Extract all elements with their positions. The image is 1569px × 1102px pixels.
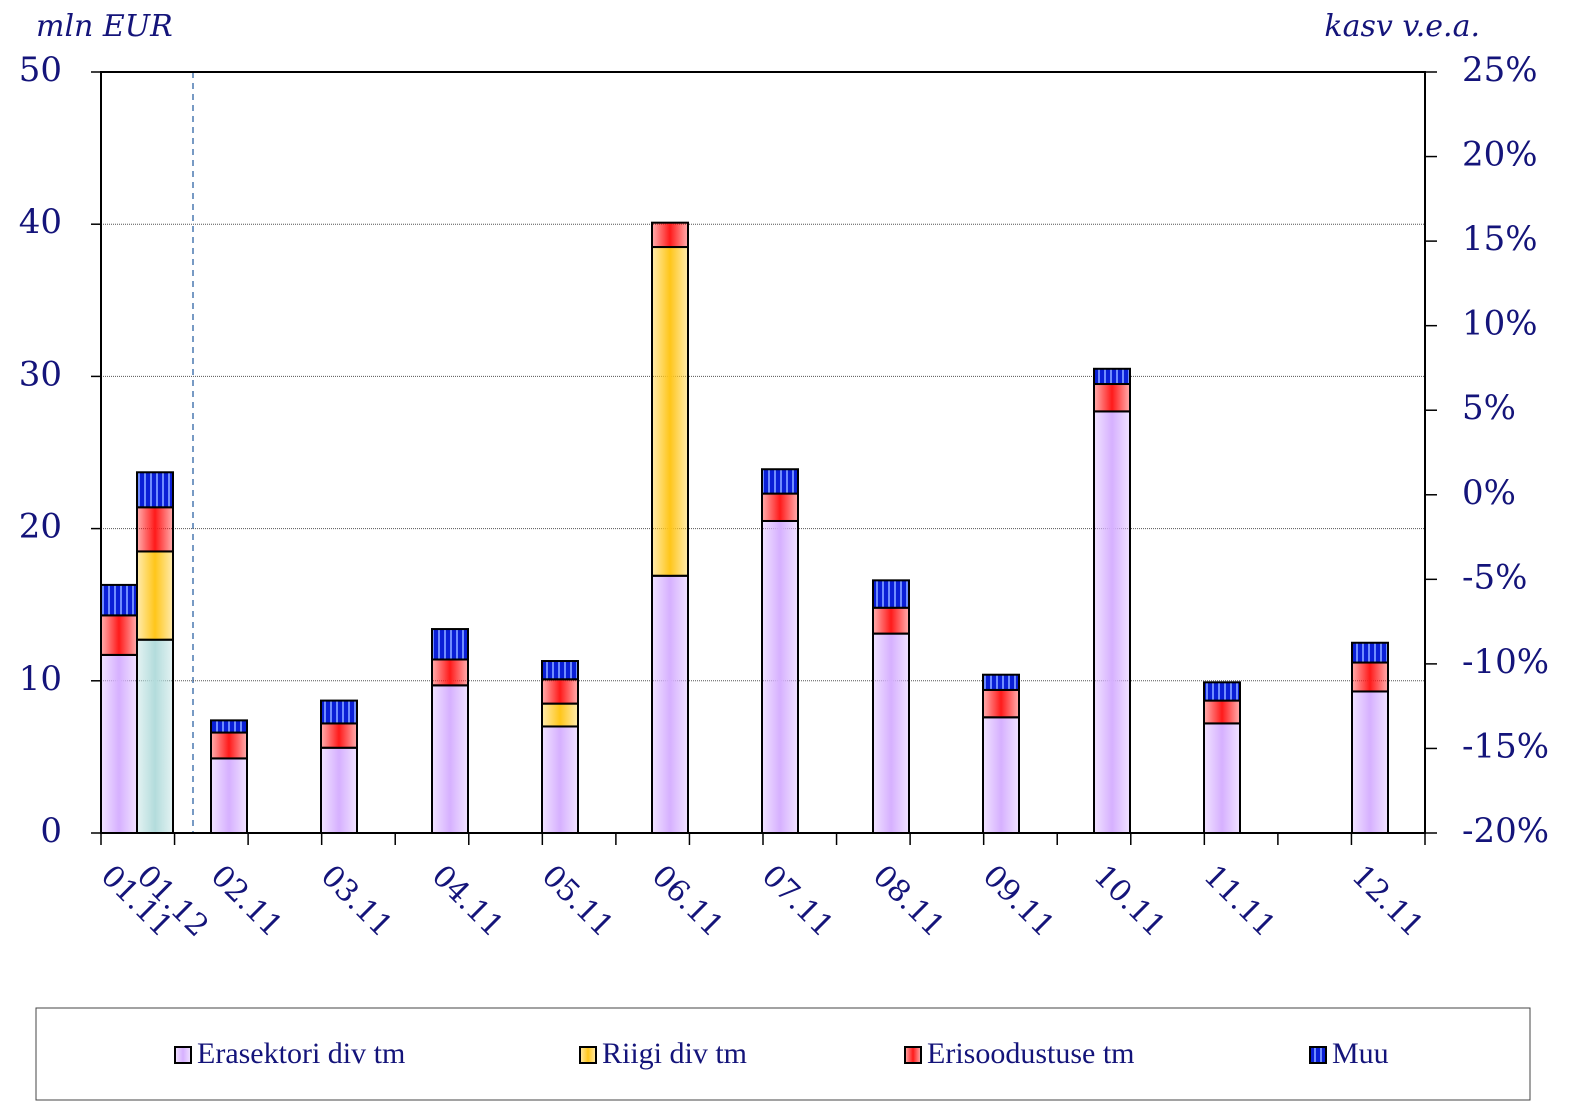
y2-tick-label: 15% xyxy=(1462,219,1538,259)
bar-segment xyxy=(1093,383,1131,413)
bar-segment xyxy=(982,716,1020,834)
y2-axis-title: kasv v.e.a. xyxy=(1324,9,1480,44)
y2-tick-label: 25% xyxy=(1462,50,1538,90)
y-tick-label: 0 xyxy=(40,811,62,851)
bar-segment xyxy=(541,725,579,835)
bar-segment xyxy=(541,702,579,728)
bar-segment xyxy=(136,550,174,641)
legend-swatch xyxy=(174,1046,192,1064)
x-tick-label: 03.11 xyxy=(314,859,399,944)
bar-segment xyxy=(1093,367,1131,386)
y2-tick-label: -15% xyxy=(1462,726,1549,766)
bar-segment xyxy=(136,638,174,834)
bar-segment xyxy=(651,574,689,834)
x-tick-label: 06.11 xyxy=(645,859,730,944)
bar-segment xyxy=(651,221,689,249)
bar-segment xyxy=(320,746,358,835)
bar-segment xyxy=(320,722,358,749)
bar-segment xyxy=(100,653,138,835)
bar-segment xyxy=(761,468,799,495)
x-tick-label: 08.11 xyxy=(866,859,951,944)
bar-segment xyxy=(1351,661,1389,693)
bar-segment xyxy=(872,579,910,609)
bar-segment xyxy=(1203,681,1241,702)
bar-segment xyxy=(100,583,138,617)
legend-swatch xyxy=(579,1046,597,1064)
bar-segment xyxy=(320,699,358,725)
bar-segment xyxy=(1351,690,1389,834)
x-tick-label: 02.11 xyxy=(204,859,289,944)
y2-tick-label: 5% xyxy=(1462,388,1516,428)
y-tick-label: 40 xyxy=(19,202,62,242)
y2-tick-label: -5% xyxy=(1462,557,1527,597)
bar-segment xyxy=(1351,641,1389,664)
bar-segment xyxy=(872,606,910,635)
y2-tick-label: 20% xyxy=(1462,135,1538,175)
y2-tick-label: -20% xyxy=(1462,811,1549,851)
x-tick-label: 07.11 xyxy=(755,859,840,944)
bar-segment xyxy=(431,658,469,687)
bar-segment xyxy=(1203,722,1241,835)
bar-segment xyxy=(210,719,248,734)
legend-swatch xyxy=(904,1046,922,1064)
bar-segment xyxy=(651,246,689,577)
bar-segment xyxy=(210,757,248,834)
bar-segment xyxy=(982,673,1020,691)
bar-segment xyxy=(431,684,469,835)
y2-tick-label: 10% xyxy=(1462,304,1538,344)
y2-tick-label: 0% xyxy=(1462,473,1516,513)
bar-segment xyxy=(210,731,248,760)
x-tick-label: 09.11 xyxy=(976,859,1061,944)
bar-segment xyxy=(136,506,174,553)
x-tick-label: 12.11 xyxy=(1345,859,1430,944)
legend-swatch xyxy=(1309,1046,1327,1064)
bar-segment xyxy=(761,492,799,522)
bar-segment xyxy=(761,519,799,834)
y-tick-label: 20 xyxy=(19,507,62,547)
bar-segment xyxy=(1203,699,1241,725)
bar-segment xyxy=(872,632,910,834)
bar-segment xyxy=(136,471,174,509)
legend-label: Muu xyxy=(1332,1037,1389,1070)
legend-label: Riigi div tm xyxy=(602,1037,747,1070)
x-tick-label: 10.11 xyxy=(1087,859,1172,944)
y-tick-label: 30 xyxy=(19,354,62,394)
bar-segment xyxy=(100,614,138,656)
y2-tick-label: -10% xyxy=(1462,642,1549,682)
bar-segment xyxy=(541,678,579,705)
legend-box xyxy=(35,1007,1531,1101)
bar-segment xyxy=(1093,410,1131,834)
bar-segment xyxy=(982,688,1020,719)
bar-segment xyxy=(541,660,579,681)
x-tick-label: 11.11 xyxy=(1197,859,1282,944)
x-tick-label: 05.11 xyxy=(535,859,620,944)
legend-label: Erasektori div tm xyxy=(197,1037,405,1070)
x-tick-label: 04.11 xyxy=(425,859,510,944)
legend-label: Erisoodustuse tm xyxy=(927,1037,1135,1070)
y-axis-title: mln EUR xyxy=(36,9,173,44)
y-tick-label: 50 xyxy=(19,50,62,90)
bar-segment xyxy=(431,628,469,661)
y-tick-label: 10 xyxy=(19,659,62,699)
